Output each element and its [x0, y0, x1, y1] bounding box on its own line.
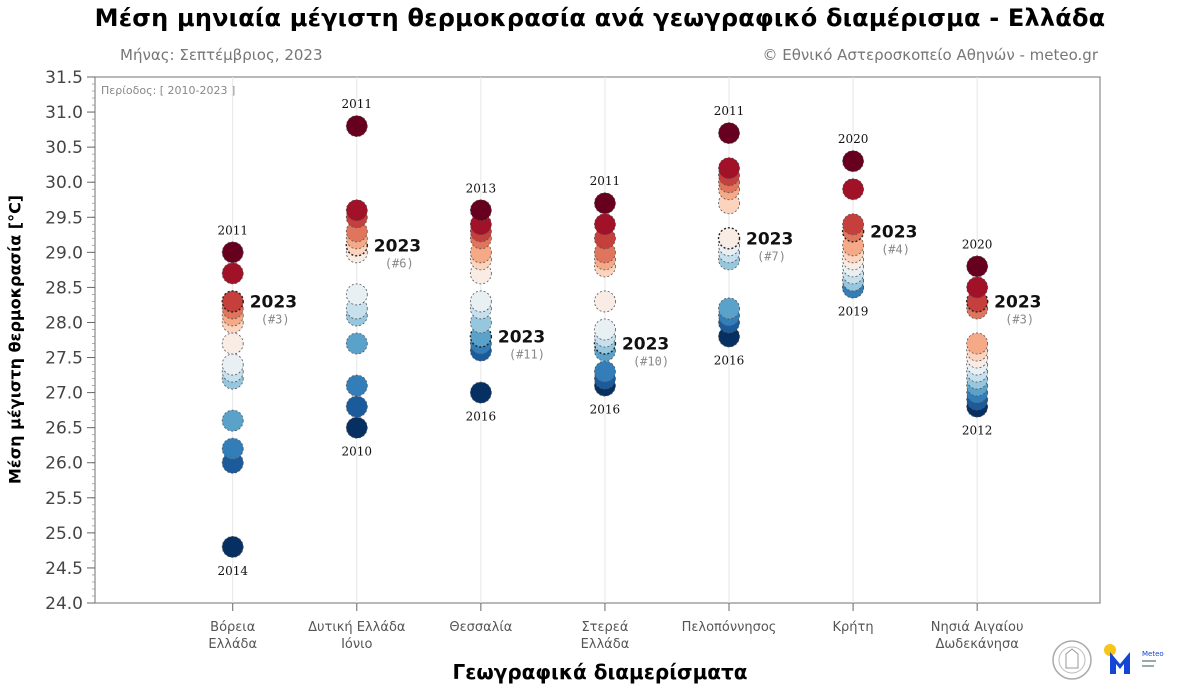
data-point [221, 262, 244, 285]
data-point [966, 332, 989, 355]
meteo-logo: Meteo [1104, 644, 1164, 674]
y-tick-label: 29.5 [45, 208, 83, 228]
min-year-label: 2012 [962, 424, 993, 438]
data-point [842, 150, 864, 173]
data-point [469, 290, 492, 313]
meteo-logo-text: Meteo [1142, 650, 1164, 658]
y-tick-label: 24.0 [45, 594, 83, 614]
y-tick-label: 28.0 [45, 313, 83, 333]
highlight-year-label: 2023 [870, 222, 917, 242]
y-tick-label: 26.0 [45, 454, 83, 474]
y-tick-label: 26.5 [45, 419, 83, 439]
data-point [345, 395, 368, 418]
plot-frame [94, 76, 1101, 604]
x-tick-label: Θεσσαλία [449, 620, 512, 635]
rank-2023-label: (#3) [261, 312, 290, 326]
rank-2023-label: (#7) [757, 249, 786, 263]
x-tick-label: Βόρεια [210, 620, 255, 635]
data-point [718, 122, 740, 145]
y-tick-label: 25.5 [45, 489, 83, 509]
data-point [221, 437, 244, 460]
x-tick-label: Ελλάδα [581, 637, 630, 652]
max-year-label: 2011 [217, 223, 248, 237]
data-point [594, 360, 616, 383]
data-point [345, 374, 368, 397]
highlight-year-label: 2023 [622, 335, 669, 355]
data-point [842, 213, 864, 236]
rank-2023-label: (#6) [385, 256, 414, 270]
data-point [221, 409, 244, 432]
max-year-label: 2011 [714, 104, 745, 118]
rank-2023-label: (#10) [633, 355, 669, 369]
highlight-year-label: 2023 [374, 236, 421, 256]
chart-title: Μέση μηνιαία μέγιστη θερμοκρασία ανά γεω… [94, 4, 1106, 32]
y-tick-label: 29.0 [45, 243, 83, 263]
data-point [594, 213, 616, 236]
max-year-label: 2011 [342, 97, 373, 111]
y-tick-label: 27.0 [45, 384, 83, 404]
data-point [221, 332, 244, 355]
min-year-label: 2016 [590, 403, 621, 417]
x-tick-label: Στερεά [581, 620, 628, 635]
data-point-2023 [717, 227, 741, 250]
data-point [469, 199, 492, 222]
data-point [594, 318, 616, 341]
x-tick-label: Δωδεκάνησα [936, 637, 1019, 652]
x-tick-label: Πελοπόννησος [682, 620, 777, 635]
data-point [594, 290, 616, 313]
period-note: Περίοδος: [ 2010-2023 ] [101, 84, 235, 97]
data-point [221, 535, 244, 558]
data-point [345, 416, 368, 439]
min-year-label: 2019 [838, 304, 869, 318]
max-year-label: 2013 [466, 181, 497, 195]
x-tick-label: Δυτική Ελλάδα [308, 620, 405, 635]
rank-2023-label: (#3) [1005, 312, 1034, 326]
data-point [221, 353, 244, 376]
x-tick-label: Νησιά Αιγαίου [931, 620, 1024, 635]
data-point [345, 283, 368, 306]
x-tick-label: Ελλάδα [208, 637, 257, 652]
min-year-label: 2010 [342, 445, 373, 459]
y-tick-label: 31.5 [45, 68, 83, 88]
data-point [966, 255, 989, 278]
y-tick-label: 25.0 [45, 524, 83, 544]
data-point [718, 297, 740, 320]
y-tick-label: 31.0 [45, 103, 83, 123]
data-point [469, 381, 492, 404]
highlight-year-label: 2023 [746, 229, 793, 249]
highlight-year-label: 2023 [498, 327, 545, 347]
min-year-label: 2016 [714, 353, 745, 367]
highlight-year-label: 2023 [994, 292, 1041, 312]
max-year-label: 2020 [838, 132, 869, 146]
data-point [594, 192, 616, 215]
x-axis-label: Γεωγραφικά διαμερίσματα [452, 660, 748, 684]
max-year-label: 2020 [962, 237, 993, 251]
chart-subtitle-month: Μήνας: Σεπτέμβριος, 2023 [120, 46, 323, 64]
chart-credit: © Εθνικό Αστεροσκοπείο Αθηνών - meteo.gr [762, 46, 1099, 64]
data-point [842, 178, 864, 201]
min-year-label: 2016 [466, 410, 497, 424]
y-tick-label: 28.5 [45, 278, 83, 298]
highlight-year-label: 2023 [250, 292, 297, 312]
y-tick-label: 27.5 [45, 349, 83, 369]
min-year-label: 2014 [217, 564, 248, 578]
data-point [345, 199, 368, 222]
x-tick-label: Ιόνιο [341, 637, 372, 652]
data-point-2023 [221, 290, 244, 313]
y-tick-label: 30.0 [45, 173, 83, 193]
x-tick-label: Κρήτη [833, 620, 874, 635]
rank-2023-label: (#4) [881, 242, 910, 256]
data-point [966, 276, 989, 299]
data-point [221, 241, 244, 264]
data-point [345, 115, 368, 137]
data-point [345, 332, 368, 355]
noa-seal-logo [1052, 640, 1092, 680]
rank-2023-label: (#11) [509, 347, 545, 361]
y-tick-label: 24.5 [45, 559, 83, 579]
max-year-label: 2011 [590, 174, 621, 188]
data-point [718, 157, 740, 180]
y-tick-label: 30.5 [45, 138, 83, 158]
